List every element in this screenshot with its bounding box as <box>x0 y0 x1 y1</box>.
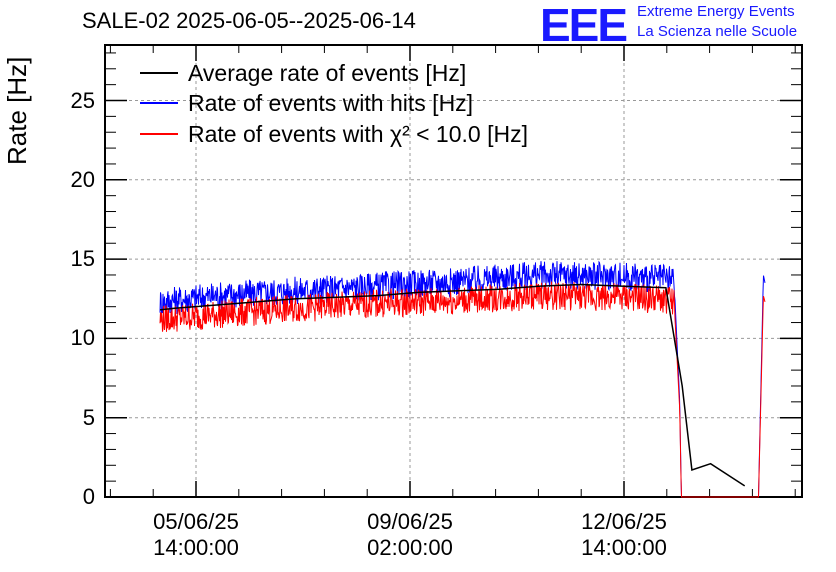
grid-lines <box>105 45 802 497</box>
legend-swatch-hits <box>140 102 178 104</box>
y-tick-label: 10 <box>70 325 95 351</box>
eee-logo: EEE <box>540 0 628 51</box>
legend-label-average: Average rate of events [Hz] <box>188 59 467 86</box>
y-tick-label: 15 <box>70 246 95 272</box>
x-tick-time: 02:00:00 <box>367 535 453 560</box>
x-tick-date: 05/06/25 <box>153 509 239 534</box>
legend-item-average: Average rate of events [Hz] <box>140 58 466 88</box>
series-line-0 <box>159 283 746 487</box>
legend-swatch-average <box>140 72 178 74</box>
legend-item-chi2: Rate of events with χ² < 10.0 [Hz] <box>140 119 528 149</box>
chart-title: SALE-02 2025-06-05--2025-06-14 <box>82 8 416 33</box>
x-tick-label: 12/06/25 14:00:00 <box>554 509 694 561</box>
x-tick-time: 14:00:00 <box>581 535 667 560</box>
y-tick-label: 5 <box>82 404 95 430</box>
x-tick-date: 09/06/25 <box>367 509 453 534</box>
y-axis-label: Rate [Hz] <box>2 56 32 165</box>
legend-label-chi2: Rate of events with χ² < 10.0 [Hz] <box>188 120 528 147</box>
x-tick-date: 12/06/25 <box>581 509 667 534</box>
legend-label-hits: Rate of events with hits [Hz] <box>188 89 474 116</box>
series-line-2 <box>159 281 766 498</box>
x-tick-time: 14:00:00 <box>153 535 239 560</box>
logo-line-2: La Scienza nelle Scuole <box>637 23 798 40</box>
x-tick-label: 09/06/25 02:00:00 <box>340 509 480 561</box>
series-layer <box>159 260 766 498</box>
y-tick-label: 0 <box>82 484 95 509</box>
plot-frame <box>104 44 803 498</box>
y-tick-label: 25 <box>70 87 95 113</box>
series-line-1 <box>159 260 766 498</box>
legend-swatch-chi2 <box>140 133 178 135</box>
logo-line-1: Extreme Energy Events <box>637 3 795 20</box>
axis-ticks <box>105 45 802 498</box>
x-tick-label: 05/06/25 14:00:00 <box>126 509 266 561</box>
legend-item-hits: Rate of events with hits [Hz] <box>140 88 473 118</box>
y-tick-label: 20 <box>70 166 95 192</box>
